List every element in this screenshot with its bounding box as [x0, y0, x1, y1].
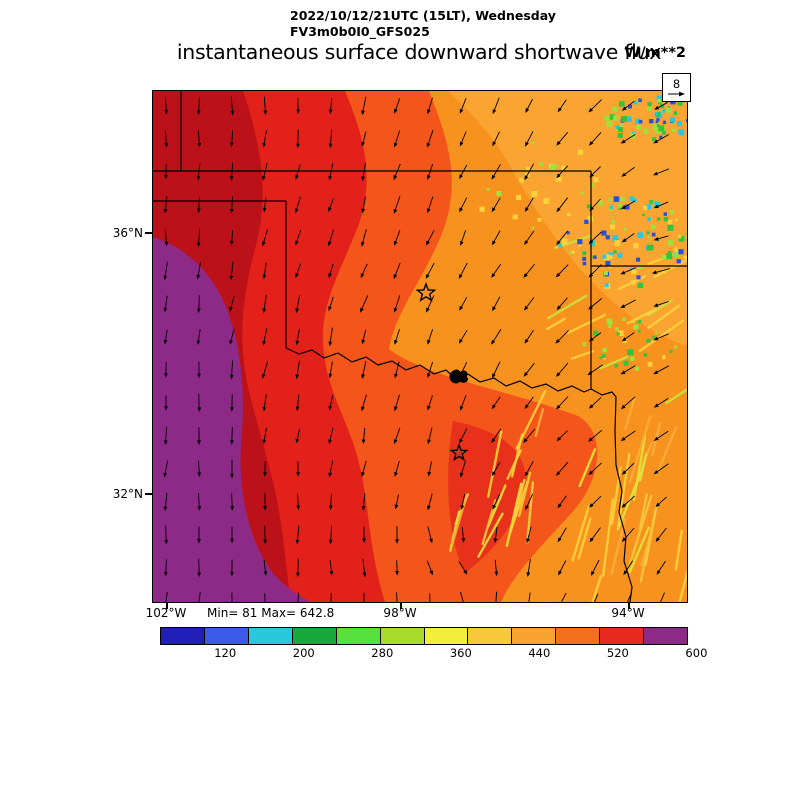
colorbar-segment: [424, 628, 468, 644]
lon-label-98w: 98°W: [383, 606, 417, 620]
location-star-icons: [415, 281, 469, 462]
lon-tick-mark: [628, 602, 630, 609]
min-max-stats: Min= 81 Max= 642.8: [207, 606, 335, 620]
colorbar-tick-label: 120: [214, 646, 237, 660]
low-flux-cloud-patches: [479, 95, 687, 371]
colorbar-tick-label: 360: [449, 646, 472, 660]
wind-reference-value: 8: [672, 76, 681, 91]
colorbar-tick-label: 520: [606, 646, 629, 660]
colorbar-segment: [600, 628, 644, 644]
lat-label-36n: 36°N: [112, 226, 143, 240]
colorbar-segment: [292, 628, 336, 644]
colorbar-segment: [380, 628, 424, 644]
state-borders: [153, 91, 687, 602]
lon-tick-mark: [400, 602, 402, 609]
flux-map: [153, 91, 687, 602]
lon-label-94w: 94°W: [611, 606, 645, 620]
wind-reference-box: 8: [662, 73, 691, 102]
lake-texoma: [449, 369, 469, 384]
colorbar-segment: [161, 628, 204, 644]
colorbar-segment: [336, 628, 380, 644]
colorbar-segment: [556, 628, 600, 644]
units-label: W/m**2: [624, 45, 686, 61]
colorbar-segment: [204, 628, 248, 644]
valid-time-line: 2022/10/12/21UTC (15LT), Wednesday: [290, 8, 556, 23]
lon-label-102w: 102°W: [145, 606, 187, 620]
wind-reference-arrow-icon: [668, 91, 685, 96]
plot-title: instantaneous surface downward shortwave…: [176, 40, 662, 64]
lat-tick-mark: [145, 493, 152, 495]
state-border-lines: [153, 91, 687, 390]
colorbar-tick-label: 200: [292, 646, 315, 660]
location-star-icon: [449, 443, 469, 462]
colorbar-tick-labels: 120 200 280 360 440 520 600: [160, 646, 707, 661]
model-id-line: FV3m0b0I0_GFS025: [290, 24, 430, 39]
colorbar-tick-label: 280: [371, 646, 394, 660]
lat-tick-mark: [145, 232, 152, 234]
colorbar-tick-label: 440: [528, 646, 551, 660]
colorbar-segment: [468, 628, 512, 644]
flux-color-field: [153, 91, 687, 602]
map-plot-area: [152, 90, 688, 603]
lon-tick-mark: [166, 602, 168, 609]
colorbar-segment: [512, 628, 556, 644]
colorbar-segment: [644, 628, 688, 644]
colorbar-segment: [248, 628, 292, 644]
colorbar-tick-label: 600: [685, 646, 708, 660]
location-star-icon: [415, 281, 437, 302]
wind-vector-field: [163, 96, 671, 602]
lat-label-32n: 32°N: [112, 487, 143, 501]
colorbar: [160, 627, 688, 645]
red-river: [285, 347, 633, 602]
